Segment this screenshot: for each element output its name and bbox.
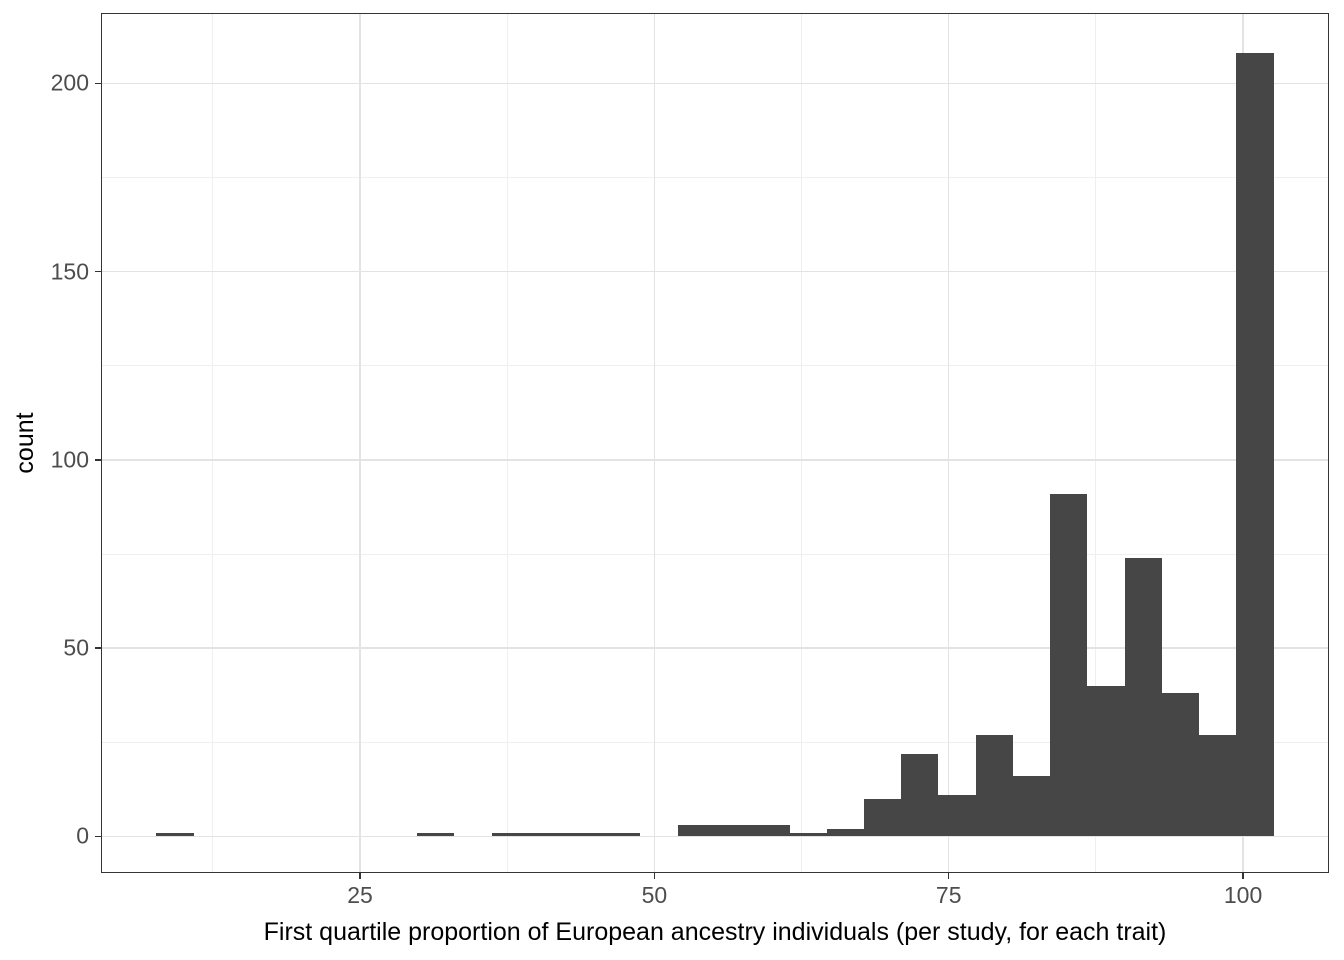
minor-gridline-vertical [506,13,508,873]
major-gridline-horizontal [101,82,1329,85]
y-axis-tick-label: 200 [50,69,89,96]
histogram-bar [156,832,194,837]
minor-gridline-horizontal [101,741,1329,743]
histogram-bar [789,832,827,837]
major-gridline-vertical [653,13,656,873]
histogram-bar [863,798,902,837]
x-axis-tick [1242,873,1244,879]
histogram-bar [528,832,567,837]
histogram-bar [566,832,604,837]
y-axis-tick [95,270,101,273]
y-axis-tick-label: 150 [50,258,89,285]
major-gridline-horizontal [101,835,1329,838]
histogram-bar [1012,776,1051,837]
histogram-bar [1124,557,1162,837]
histogram-bar [938,795,976,837]
histogram-bar [901,753,939,837]
minor-gridline-vertical [801,13,803,873]
y-axis-tick-label: 100 [50,446,89,473]
histogram-bar [1050,493,1088,837]
plot-panel [101,13,1329,873]
histogram-bar [975,734,1013,837]
minor-gridline-horizontal [101,177,1329,179]
minor-gridline-vertical [1095,13,1097,873]
y-axis-title: count [11,412,39,474]
x-axis-tick-label: 75 [935,882,962,908]
histogram-bar [1087,685,1125,837]
histogram-bar [1236,53,1274,837]
x-axis-tick-label: 25 [347,882,373,908]
histogram-bar [1161,693,1200,837]
histogram-bar [1199,734,1237,837]
x-axis-tick [359,873,361,879]
y-axis-tick [95,82,101,85]
major-gridline-vertical [359,13,361,873]
x-axis-tick [653,873,656,879]
major-gridline-horizontal [101,459,1329,461]
x-axis-tick-label: 50 [641,882,668,908]
major-gridline-horizontal [101,270,1329,273]
histogram-bar [677,825,715,837]
y-axis-tick [95,647,101,649]
histogram-bar [491,832,529,837]
minor-gridline-horizontal [101,553,1329,555]
histogram-bar [715,825,753,837]
y-axis-tick-label: 50 [63,634,89,661]
histogram-bar [603,832,641,837]
histogram-bar [417,832,455,837]
y-axis-tick [95,835,101,838]
x-axis-title: First quartile proportion of European an… [263,918,1167,946]
histogram-bar [826,828,864,837]
major-gridline-horizontal [101,647,1329,649]
x-axis-tick-label: 100 [1223,882,1263,908]
y-axis-tick [95,459,101,461]
y-axis-tick-label: 0 [76,822,89,849]
x-axis-tick [947,873,950,879]
minor-gridline-vertical [212,13,214,873]
minor-gridline-horizontal [101,365,1329,367]
histogram-bar [752,825,790,837]
major-gridline-vertical [947,13,950,873]
